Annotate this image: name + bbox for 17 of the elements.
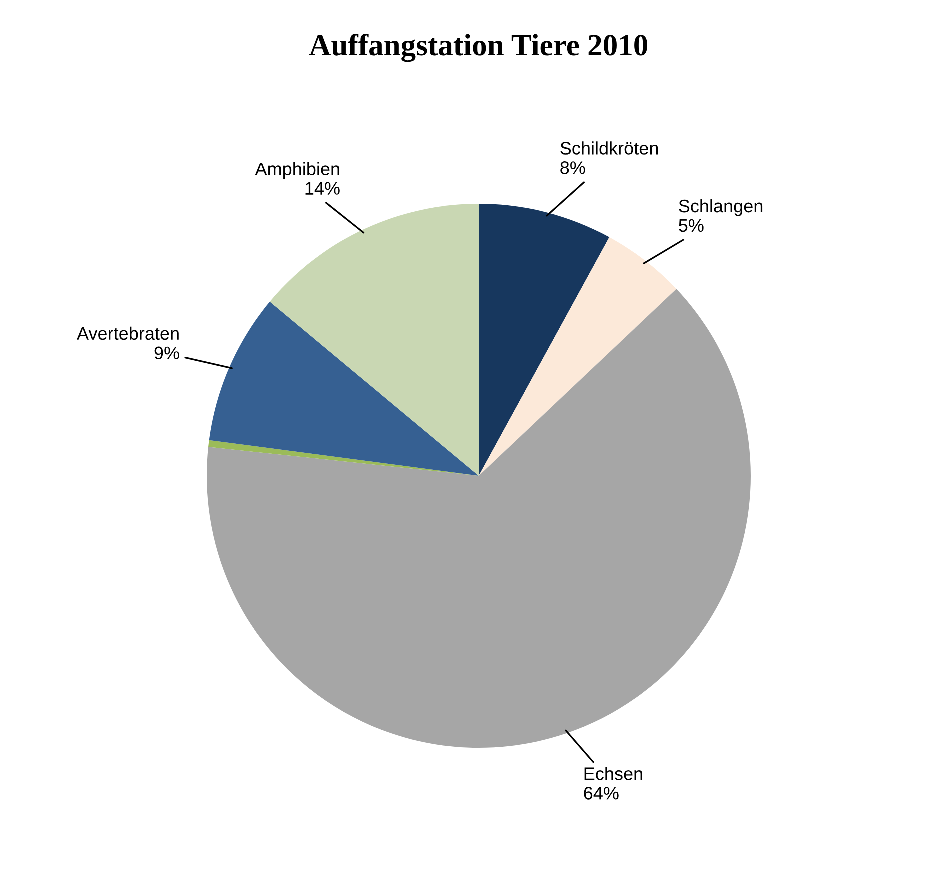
slice-label: Schlangen [679, 199, 763, 216]
pie-slice [209, 302, 479, 476]
data-label: 9% [154, 346, 180, 360]
chart-title: Auffangstation Tiere 2010 [309, 34, 648, 62]
data-label: 14% [306, 182, 340, 195]
data-label: 5% [679, 219, 704, 232]
data-label: 64% [584, 787, 619, 800]
pie-slice [207, 289, 751, 748]
pie-slice [479, 204, 610, 476]
pie-slice [479, 237, 677, 476]
slice-label: Echsen [584, 767, 642, 780]
slice-label: Avertebraten [77, 326, 179, 340]
pie-slice [208, 440, 479, 476]
data-label: 8% [560, 162, 586, 174]
slice-label: Schildkröten [560, 142, 658, 155]
slice-label: Amphibien [255, 162, 340, 180]
pie-slice [270, 204, 479, 476]
